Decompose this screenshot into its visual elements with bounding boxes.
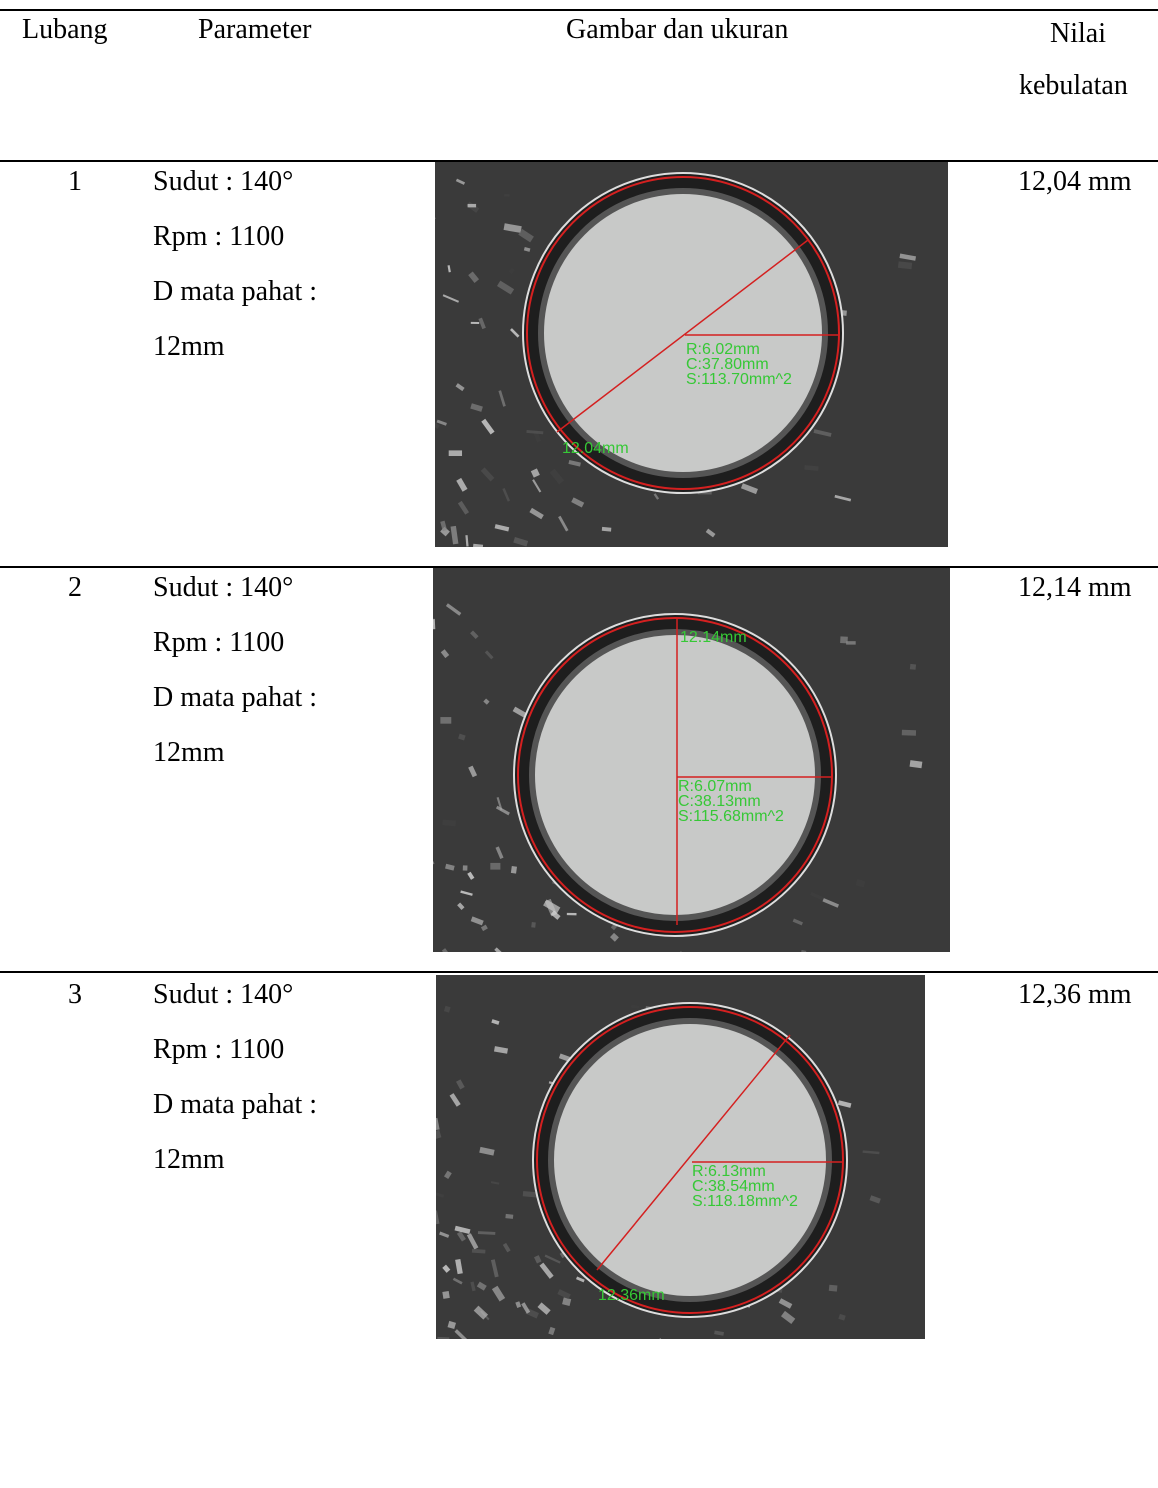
texture	[471, 322, 479, 324]
roundness-value: 12,36 mm	[1018, 981, 1132, 1009]
header-cell: Nilai	[1050, 20, 1106, 48]
texture	[511, 866, 517, 874]
parameter: Sudut : 140°	[153, 574, 293, 602]
parameter: Sudut : 140°	[153, 168, 293, 196]
texture	[531, 922, 536, 928]
measure-label: S:113.70mm^2	[686, 371, 792, 388]
parameter: Rpm : 1100	[153, 223, 284, 251]
document: Lubang Parameter Gambar dan ukuran Nilai…	[0, 0, 1158, 1488]
roundness-value: 12,14 mm	[1018, 574, 1132, 602]
table-rule	[0, 971, 1158, 973]
texture	[829, 1285, 838, 1292]
texture	[463, 865, 468, 870]
texture	[602, 527, 612, 532]
texture	[490, 863, 500, 870]
parameter: D mata pahat :	[153, 1091, 317, 1119]
texture	[468, 204, 476, 207]
measure-label: S:115.68mm^2	[678, 808, 784, 825]
texture	[504, 194, 510, 197]
parameter: Sudut : 140°	[153, 981, 293, 1009]
texture	[449, 450, 462, 456]
roundness-value: 12,04 mm	[1018, 168, 1132, 196]
texture	[505, 1214, 513, 1219]
texture	[902, 730, 916, 736]
diameter-label: 12.04mm	[562, 440, 629, 457]
measure-label: S:118.18mm^2	[692, 1193, 798, 1210]
header-cell: Lubang	[22, 16, 108, 44]
parameter: Rpm : 1100	[153, 629, 284, 657]
header-cell: Parameter	[198, 16, 312, 44]
row-number: 3	[68, 981, 82, 1009]
parameter: Rpm : 1100	[153, 1036, 284, 1064]
diameter-label: 12.36mm	[598, 1287, 665, 1304]
parameter: 12mm	[153, 739, 225, 767]
hole	[551, 1021, 829, 1299]
header-cell: Gambar dan ukuran	[566, 16, 788, 44]
parameter: D mata pahat :	[153, 684, 317, 712]
texture	[567, 913, 577, 916]
texture	[840, 636, 848, 643]
table-rule	[0, 9, 1158, 11]
hole	[532, 632, 818, 918]
parameter: D mata pahat :	[153, 278, 317, 306]
row-number: 2	[68, 574, 82, 602]
header-cell: kebulatan	[1019, 72, 1128, 100]
parameter: 12mm	[153, 1146, 225, 1174]
row-number: 1	[68, 168, 82, 196]
parameter: 12mm	[153, 333, 225, 361]
hole	[541, 191, 825, 475]
texture	[440, 717, 451, 724]
texture	[442, 819, 456, 826]
texture	[442, 1291, 449, 1299]
texture	[910, 664, 916, 670]
diameter-label: 12.14mm	[680, 629, 747, 646]
